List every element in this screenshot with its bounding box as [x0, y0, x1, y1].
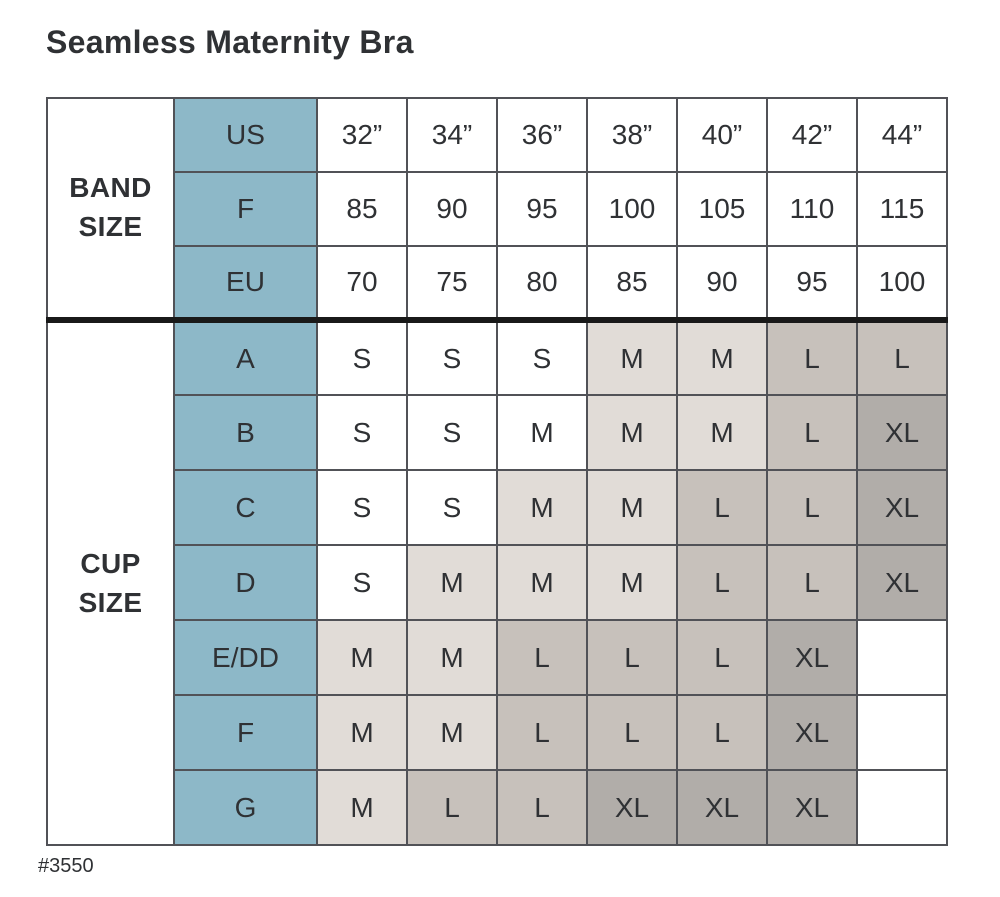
size-cell: L [766, 394, 858, 471]
size-cell: XL [856, 469, 948, 546]
band-value-cell: 38” [586, 97, 678, 173]
cup-row-label: D [173, 544, 318, 621]
band-value-cell: 32” [316, 97, 408, 173]
size-cell: XL [766, 619, 858, 696]
size-cell: L [676, 469, 768, 546]
page-title: Seamless Maternity Bra [46, 24, 414, 60]
size-cell: S [316, 469, 408, 546]
band-value-cell: 100 [856, 245, 948, 323]
size-cell: L [766, 469, 858, 546]
size-cell: XL [586, 769, 678, 846]
cup-row: E/DD M M L L L XL [47, 619, 948, 696]
band-value-cell: 90 [676, 245, 768, 323]
band-value-cell: 40” [676, 97, 768, 173]
size-cell: S [406, 394, 498, 471]
size-cell: M [586, 469, 678, 546]
size-cell: M [586, 319, 678, 396]
size-cell: L [766, 319, 858, 396]
size-cell: L [676, 619, 768, 696]
size-cell: M [496, 394, 588, 471]
size-cell: S [316, 319, 408, 396]
size-cell: L [496, 619, 588, 696]
size-cell: L [856, 319, 948, 396]
size-cell: L [766, 544, 858, 621]
size-cell: L [496, 769, 588, 846]
size-cell: M [406, 544, 498, 621]
band-row-label: F [173, 171, 318, 247]
cup-size-group-label: CUP SIZE [46, 320, 175, 846]
size-cell: M [586, 394, 678, 471]
size-cell: M [496, 469, 588, 546]
size-cell: M [316, 694, 408, 771]
size-chart-table: BAND SIZE US 32” 34” 36” 38” 40” 42” 44” F 85 90 95 1… [46, 97, 948, 846]
cup-row: C S S M M L L XL [47, 469, 948, 546]
product-code: #3550 [38, 855, 94, 877]
cup-row-label: E/DD [173, 619, 318, 696]
band-value-cell: 110 [766, 171, 858, 247]
cup-row: G M L L XL XL XL [47, 769, 948, 846]
size-cell: L [676, 694, 768, 771]
band-row: BAND SIZE US 32” 34” 36” 38” 40” 42” 44” [46, 97, 948, 323]
cup-row: CUP SIZE A S S S M M L L [46, 319, 948, 846]
cup-row-label: A [173, 319, 318, 396]
size-cell [856, 619, 948, 696]
cup-row: B S S M M M L XL [47, 394, 948, 471]
size-cell: M [676, 319, 768, 396]
band-row-label: US [173, 97, 318, 173]
band-value-cell: 75 [406, 245, 498, 323]
size-cell: M [496, 544, 588, 621]
band-value-cell: 105 [676, 171, 768, 247]
band-value-cell: 95 [496, 171, 588, 247]
band-value-cell: 85 [316, 171, 408, 247]
size-cell: L [496, 694, 588, 771]
size-cell: M [406, 694, 498, 771]
size-cell: XL [766, 769, 858, 846]
size-cell: L [406, 769, 498, 846]
band-value-cell: 44” [856, 97, 948, 173]
size-cell: S [496, 319, 588, 396]
cup-row: F M M L L L XL [47, 694, 948, 771]
band-value-cell: 115 [856, 171, 948, 247]
cup-row-label: B [173, 394, 318, 471]
cup-row: D S M M M L L XL [47, 544, 948, 621]
band-value-cell: 95 [766, 245, 858, 323]
band-value-cell: 100 [586, 171, 678, 247]
size-cell: L [586, 694, 678, 771]
band-value-cell: 85 [586, 245, 678, 323]
size-cell: M [406, 619, 498, 696]
size-cell: L [676, 544, 768, 621]
band-value-cell: 90 [406, 171, 498, 247]
size-cell: S [406, 319, 498, 396]
size-cell: S [316, 544, 408, 621]
size-cell: XL [676, 769, 768, 846]
size-cell: XL [856, 394, 948, 471]
size-cell [856, 769, 948, 846]
size-cell: M [676, 394, 768, 471]
band-value-cell: 42” [766, 97, 858, 173]
size-cell: S [316, 394, 408, 471]
band-value-cell: 80 [496, 245, 588, 323]
size-cell: XL [856, 544, 948, 621]
size-table-body: BAND SIZE US 32” 34” 36” 38” 40” 42” 44” F 85 90 95 1… [46, 97, 948, 846]
size-cell [856, 694, 948, 771]
band-row: F 85 90 95 100 105 110 115 [47, 171, 948, 247]
band-value-cell: 34” [406, 97, 498, 173]
cup-row-label: G [173, 769, 318, 846]
band-row-label: EU [173, 245, 318, 323]
cup-row-label: C [173, 469, 318, 546]
band-row: EU 70 75 80 85 90 95 100 [47, 245, 948, 323]
size-cell: M [316, 769, 408, 846]
band-size-group-label: BAND SIZE [46, 97, 175, 323]
band-value-cell: 36” [496, 97, 588, 173]
size-cell: S [406, 469, 498, 546]
size-cell: L [586, 619, 678, 696]
size-cell: M [316, 619, 408, 696]
cup-row-label: F [173, 694, 318, 771]
band-value-cell: 70 [316, 245, 408, 323]
size-cell: XL [766, 694, 858, 771]
size-cell: M [586, 544, 678, 621]
